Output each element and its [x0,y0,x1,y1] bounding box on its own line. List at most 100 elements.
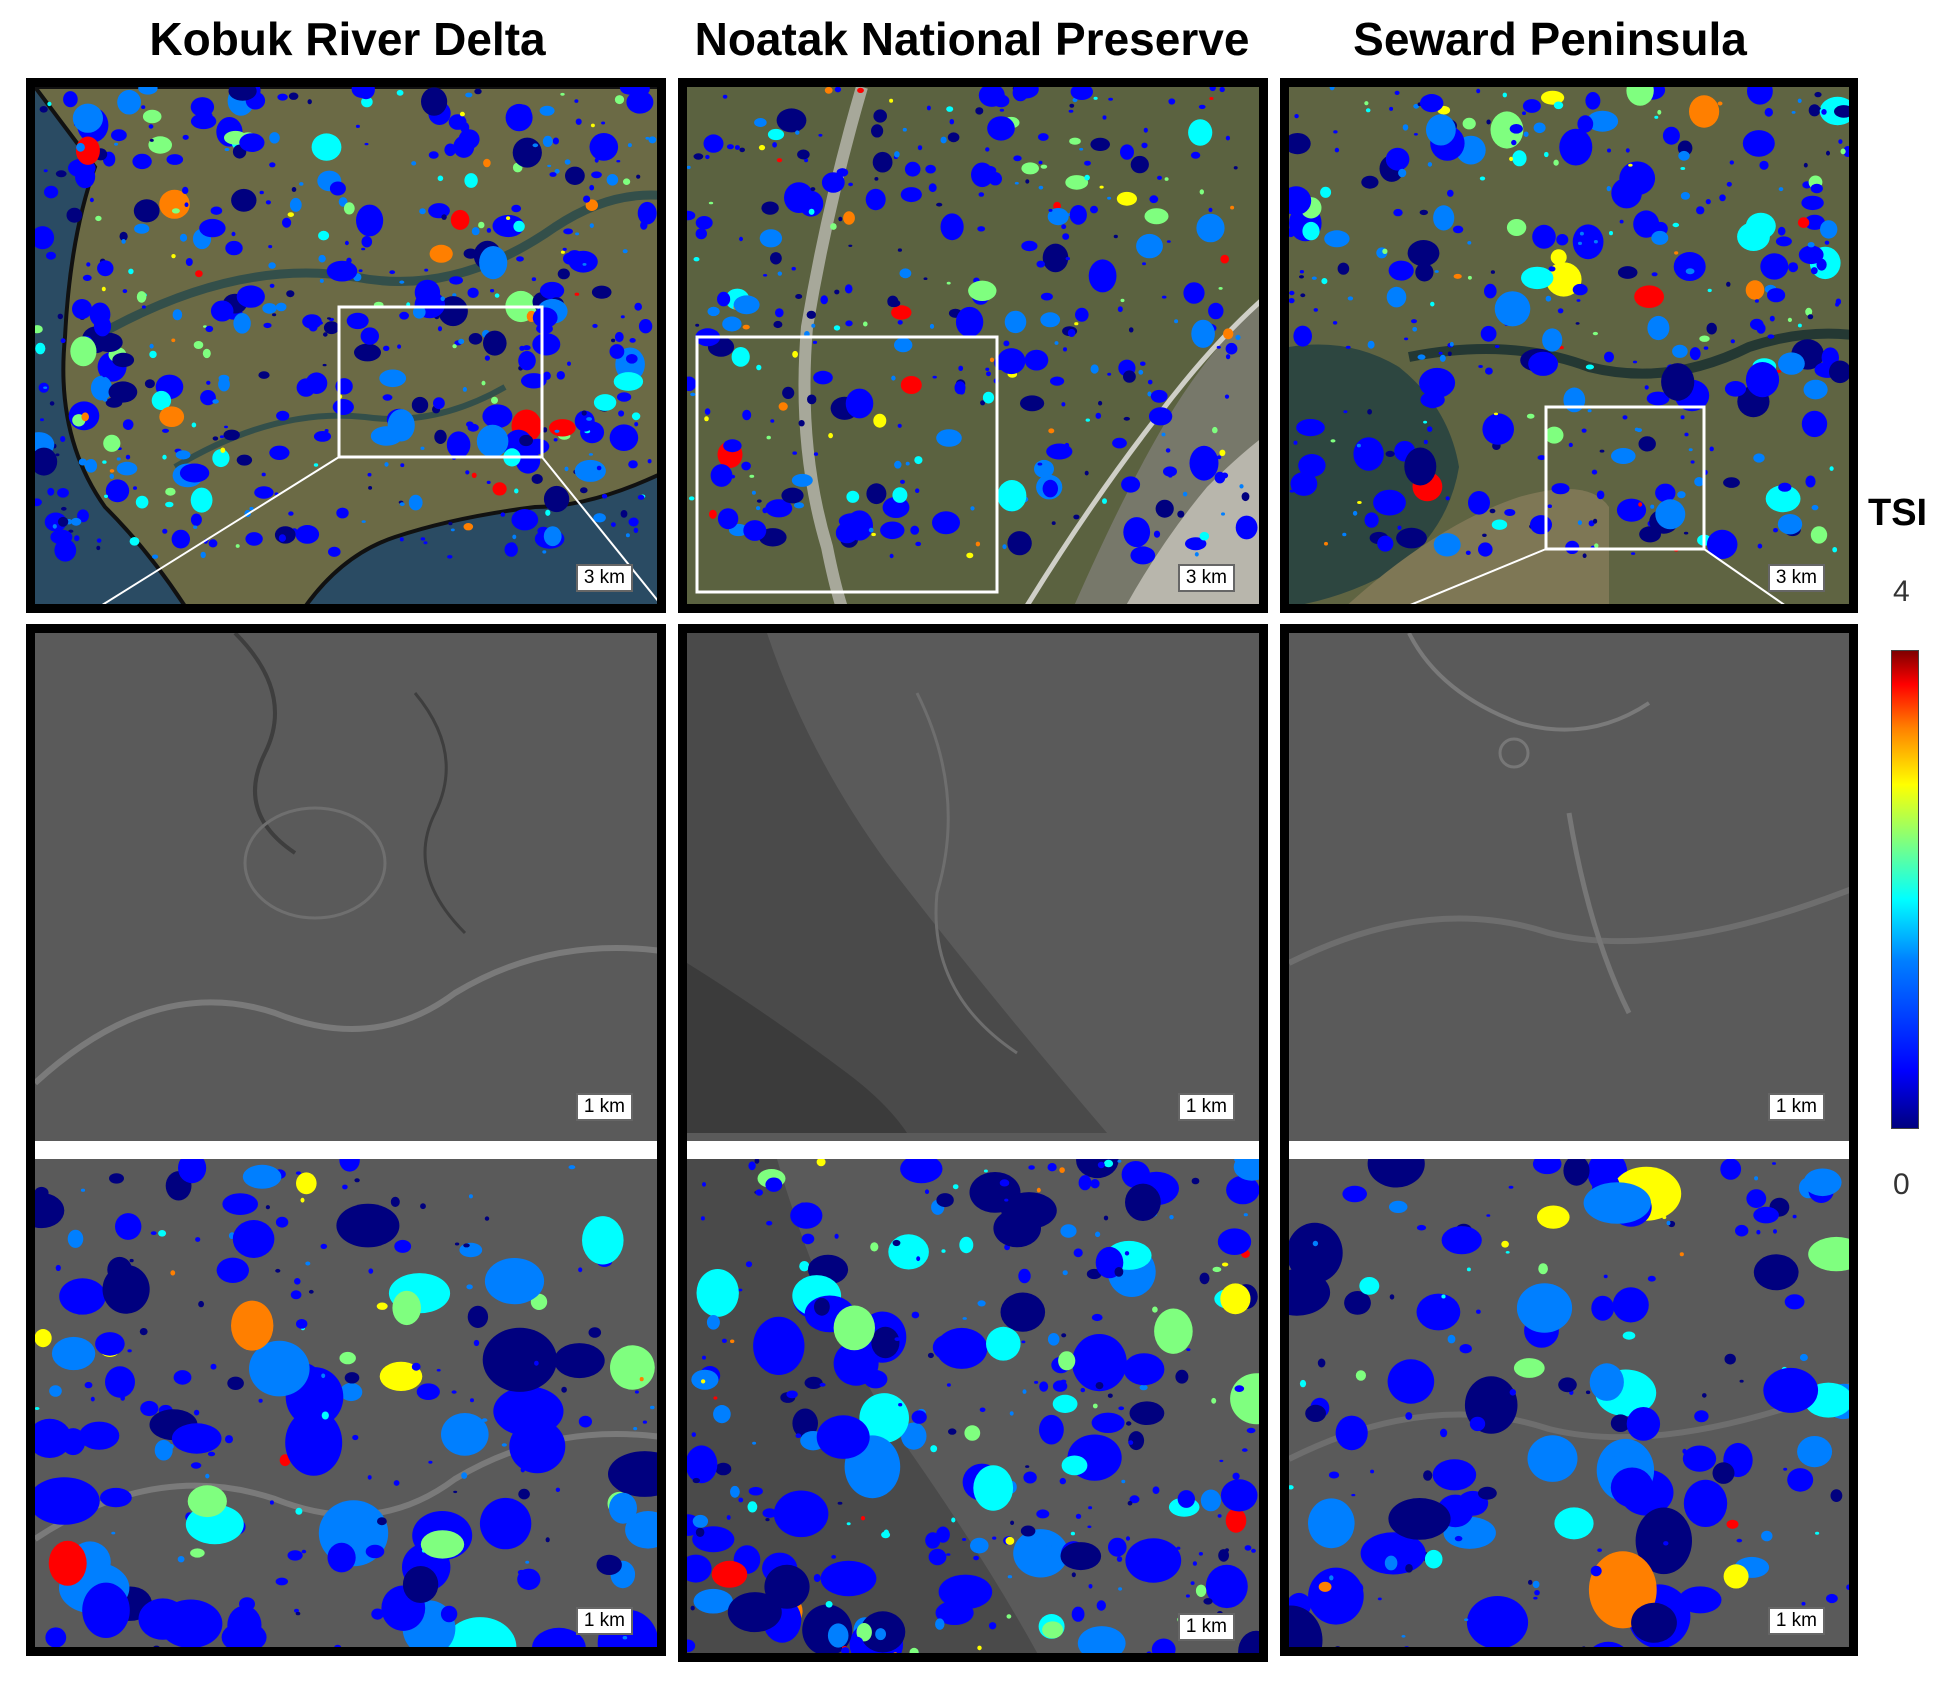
lake-shape [1300,293,1306,298]
lake-shape [275,1216,289,1228]
lake-shape [334,1644,342,1647]
lake-shape [518,351,536,371]
lake-shape [285,1409,343,1476]
lake-shape [1161,295,1167,299]
lake-shape [289,197,302,212]
detail-panel-noatak[interactable]: 1 km 1 km [678,624,1268,1662]
lake-shape [437,326,443,332]
lake-shape [1767,334,1775,339]
lake-shape [206,380,211,385]
lake-shape [932,375,937,379]
lake-shape [1209,87,1216,92]
lake-shape [609,1492,637,1524]
relief-map-noatak [687,633,1259,1133]
lake-shape [93,316,112,337]
lake-shape [687,165,691,169]
lake-shape [1534,1590,1540,1596]
lake-shape [755,1189,763,1196]
lake-shape [1139,1384,1148,1391]
lake-shape [870,1242,879,1252]
lake-shape [1440,1428,1448,1438]
detail-panel-seward[interactable]: 1 km 1 km [1280,624,1858,1656]
lake-shape [1539,365,1544,370]
lake-shape [102,1264,150,1314]
lake-shape [1528,351,1558,376]
lake-shape [1040,164,1048,169]
lake-shape [831,1555,837,1559]
lake-shape [1541,90,1565,105]
lake-shape [1088,259,1117,293]
lake-shape [1036,1187,1041,1193]
lake-shape [687,1445,718,1484]
lake-shape [216,1257,249,1283]
lake-shape [1559,346,1564,350]
overview-panel-kobuk[interactable]: 3 km [26,78,666,613]
lake-shape [1140,361,1146,366]
lake-shape [483,158,491,168]
lake-shape [424,268,429,272]
lake-shape [917,145,923,151]
lake-shape [141,305,146,309]
lake-shape [249,1340,310,1397]
lake-shape [1792,1214,1797,1219]
lake-shape [1329,1575,1334,1581]
lake-shape [787,1657,791,1660]
overview-panel-noatak[interactable]: 3 km [678,78,1268,613]
lake-shape [140,1400,159,1417]
lake-shape [327,1542,356,1573]
lake-shape [1773,1229,1777,1234]
lake-shape [897,248,902,252]
lake-shape [1412,327,1418,332]
lake-shape [177,1556,185,1563]
lake-shape [761,201,779,215]
lake-shape [290,1290,302,1300]
lake-shape [67,1229,84,1248]
lake-shape [834,289,840,295]
lake-shape [693,153,704,160]
lake-shape [1478,1486,1497,1500]
lake-shape [1186,1348,1191,1351]
lake-shape [1211,1397,1217,1404]
lake-shape [1512,150,1527,167]
lake-shape [132,153,152,170]
lake-shape [1312,1240,1319,1247]
lake-shape [531,277,537,282]
lake-shape [313,463,319,467]
lake-shape [888,1234,929,1270]
lake-shape [1467,275,1472,280]
lake-shape [516,256,524,262]
lake-shape [408,494,423,511]
lake-shape [1485,367,1493,375]
lake-shape [980,400,986,406]
lake-shape [105,479,130,503]
lake-shape [1302,221,1320,241]
lake-shape [1476,88,1481,94]
lake-shape [513,220,525,232]
lake-shape [1830,1489,1843,1502]
lake-shape [478,221,485,229]
lake-shape [1663,1541,1669,1546]
lake-shape [986,371,991,377]
lake-shape [189,1631,197,1639]
lake-shape [734,145,740,150]
lake-shape [1117,1159,1122,1163]
lake-shape [57,488,69,498]
lake-shape [1387,1359,1435,1404]
lake-shape [833,1305,875,1351]
lake-shape [116,457,121,461]
lake-shape [171,529,190,549]
lake-shape [1177,1490,1195,1508]
lake-shape [1002,544,1007,550]
lake-shape [517,1568,541,1590]
detail-panel-kobuk[interactable]: 1 km 1 km [26,624,666,1656]
lake-shape [609,344,625,359]
overview-panel-seward[interactable]: 3 km [1280,78,1858,613]
lake-shape [332,399,354,415]
lake-shape [844,284,853,294]
lake-shape [265,1205,270,1210]
lake-shape [239,1597,255,1611]
lake-shape [1494,345,1500,348]
lake-shape [894,151,900,158]
lake-shape [486,228,492,233]
lake-shape [275,1268,281,1273]
